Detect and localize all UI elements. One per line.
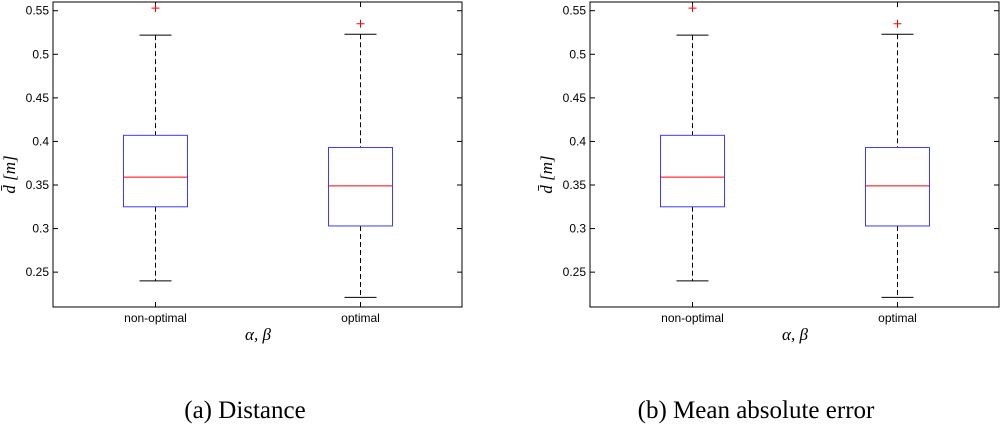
panel-distance: 0.25 0.3 0.35 0.4 0.45 0.5 0.55 non-optimal opti… (0, 1, 463, 344)
x-tick-label: non-optimal (124, 311, 187, 325)
box-optimal (865, 147, 930, 227)
panel-mean-absolute-error: 0.25 0.3 0.35 0.4 0.45 0.5 0.55 non-optimal opti… (537, 1, 1000, 344)
outlier-marker (688, 4, 697, 13)
plot-frame (589, 1, 1000, 308)
caption-a: (a) Distance (184, 397, 305, 424)
y-tick-label: 0.45 (563, 91, 587, 105)
y-tick-label: 0.5 (569, 47, 586, 61)
outlier-marker (893, 19, 902, 28)
x-tick-label: optimal (878, 311, 917, 325)
x-tick-label: optimal (341, 311, 380, 325)
y-tick-label: 0.55 (563, 4, 587, 18)
y-tick-label: 0.25 (563, 265, 587, 279)
y-axis-label: d̄ [m] (0, 155, 19, 193)
y-tick-label: 0.3 (32, 222, 49, 236)
y-tick-label: 0.25 (26, 265, 50, 279)
y-tick-label: 0.55 (26, 4, 50, 18)
outlier-marker (151, 4, 160, 13)
y-tick-label: 0.35 (26, 178, 50, 192)
x-axis-label: α, β (782, 325, 808, 344)
y-tick-label: 0.4 (32, 134, 49, 148)
y-tick-label: 0.35 (563, 178, 587, 192)
box-non-optimal (123, 134, 188, 208)
outlier-marker (356, 19, 365, 28)
box-optimal (328, 147, 393, 227)
y-tick-label: 0.3 (569, 222, 586, 236)
caption-b: (b) Mean absolute error (638, 397, 875, 424)
y-tick-label: 0.5 (32, 47, 49, 61)
y-tick-label: 0.45 (26, 91, 50, 105)
y-axis-label: d̄ [m] (537, 155, 556, 193)
x-axis-label: α, β (245, 325, 271, 344)
x-tick-label: non-optimal (661, 311, 724, 325)
plot-frame (52, 1, 463, 308)
box-non-optimal (660, 134, 725, 208)
y-tick-label: 0.4 (569, 134, 586, 148)
